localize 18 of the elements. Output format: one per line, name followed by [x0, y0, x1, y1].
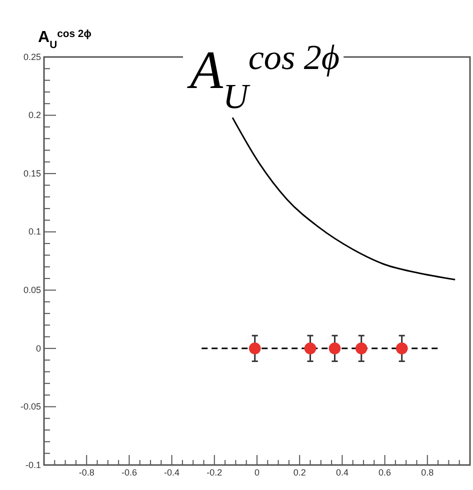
x-tick-label: -0.6: [121, 467, 137, 478]
y-tick-label: -0.1: [25, 460, 41, 470]
y-tick-label: 0.15: [23, 168, 41, 178]
x-tick-label: -0.4: [164, 467, 180, 478]
x-tick-label: 0.8: [421, 467, 434, 478]
y-tick-label: 0.05: [23, 285, 41, 296]
y-tick-label: 0.25: [23, 52, 41, 62]
y-tick-label: -0.05: [20, 402, 41, 412]
x-tick-label: 0.4: [336, 467, 348, 478]
y-tick-label: 0.2: [28, 110, 41, 120]
x-tick-label: -0.2: [206, 467, 222, 478]
x-tick-label: -0.8: [78, 467, 94, 478]
line-series: [232, 116, 456, 280]
y-tick-label: 0: [36, 343, 41, 354]
x-tick-label: 0: [254, 467, 260, 478]
x-tick-label: 0.6: [378, 467, 392, 478]
y-tick-label: 0.1: [28, 226, 41, 237]
x-tick-label: 0.2: [293, 467, 306, 478]
